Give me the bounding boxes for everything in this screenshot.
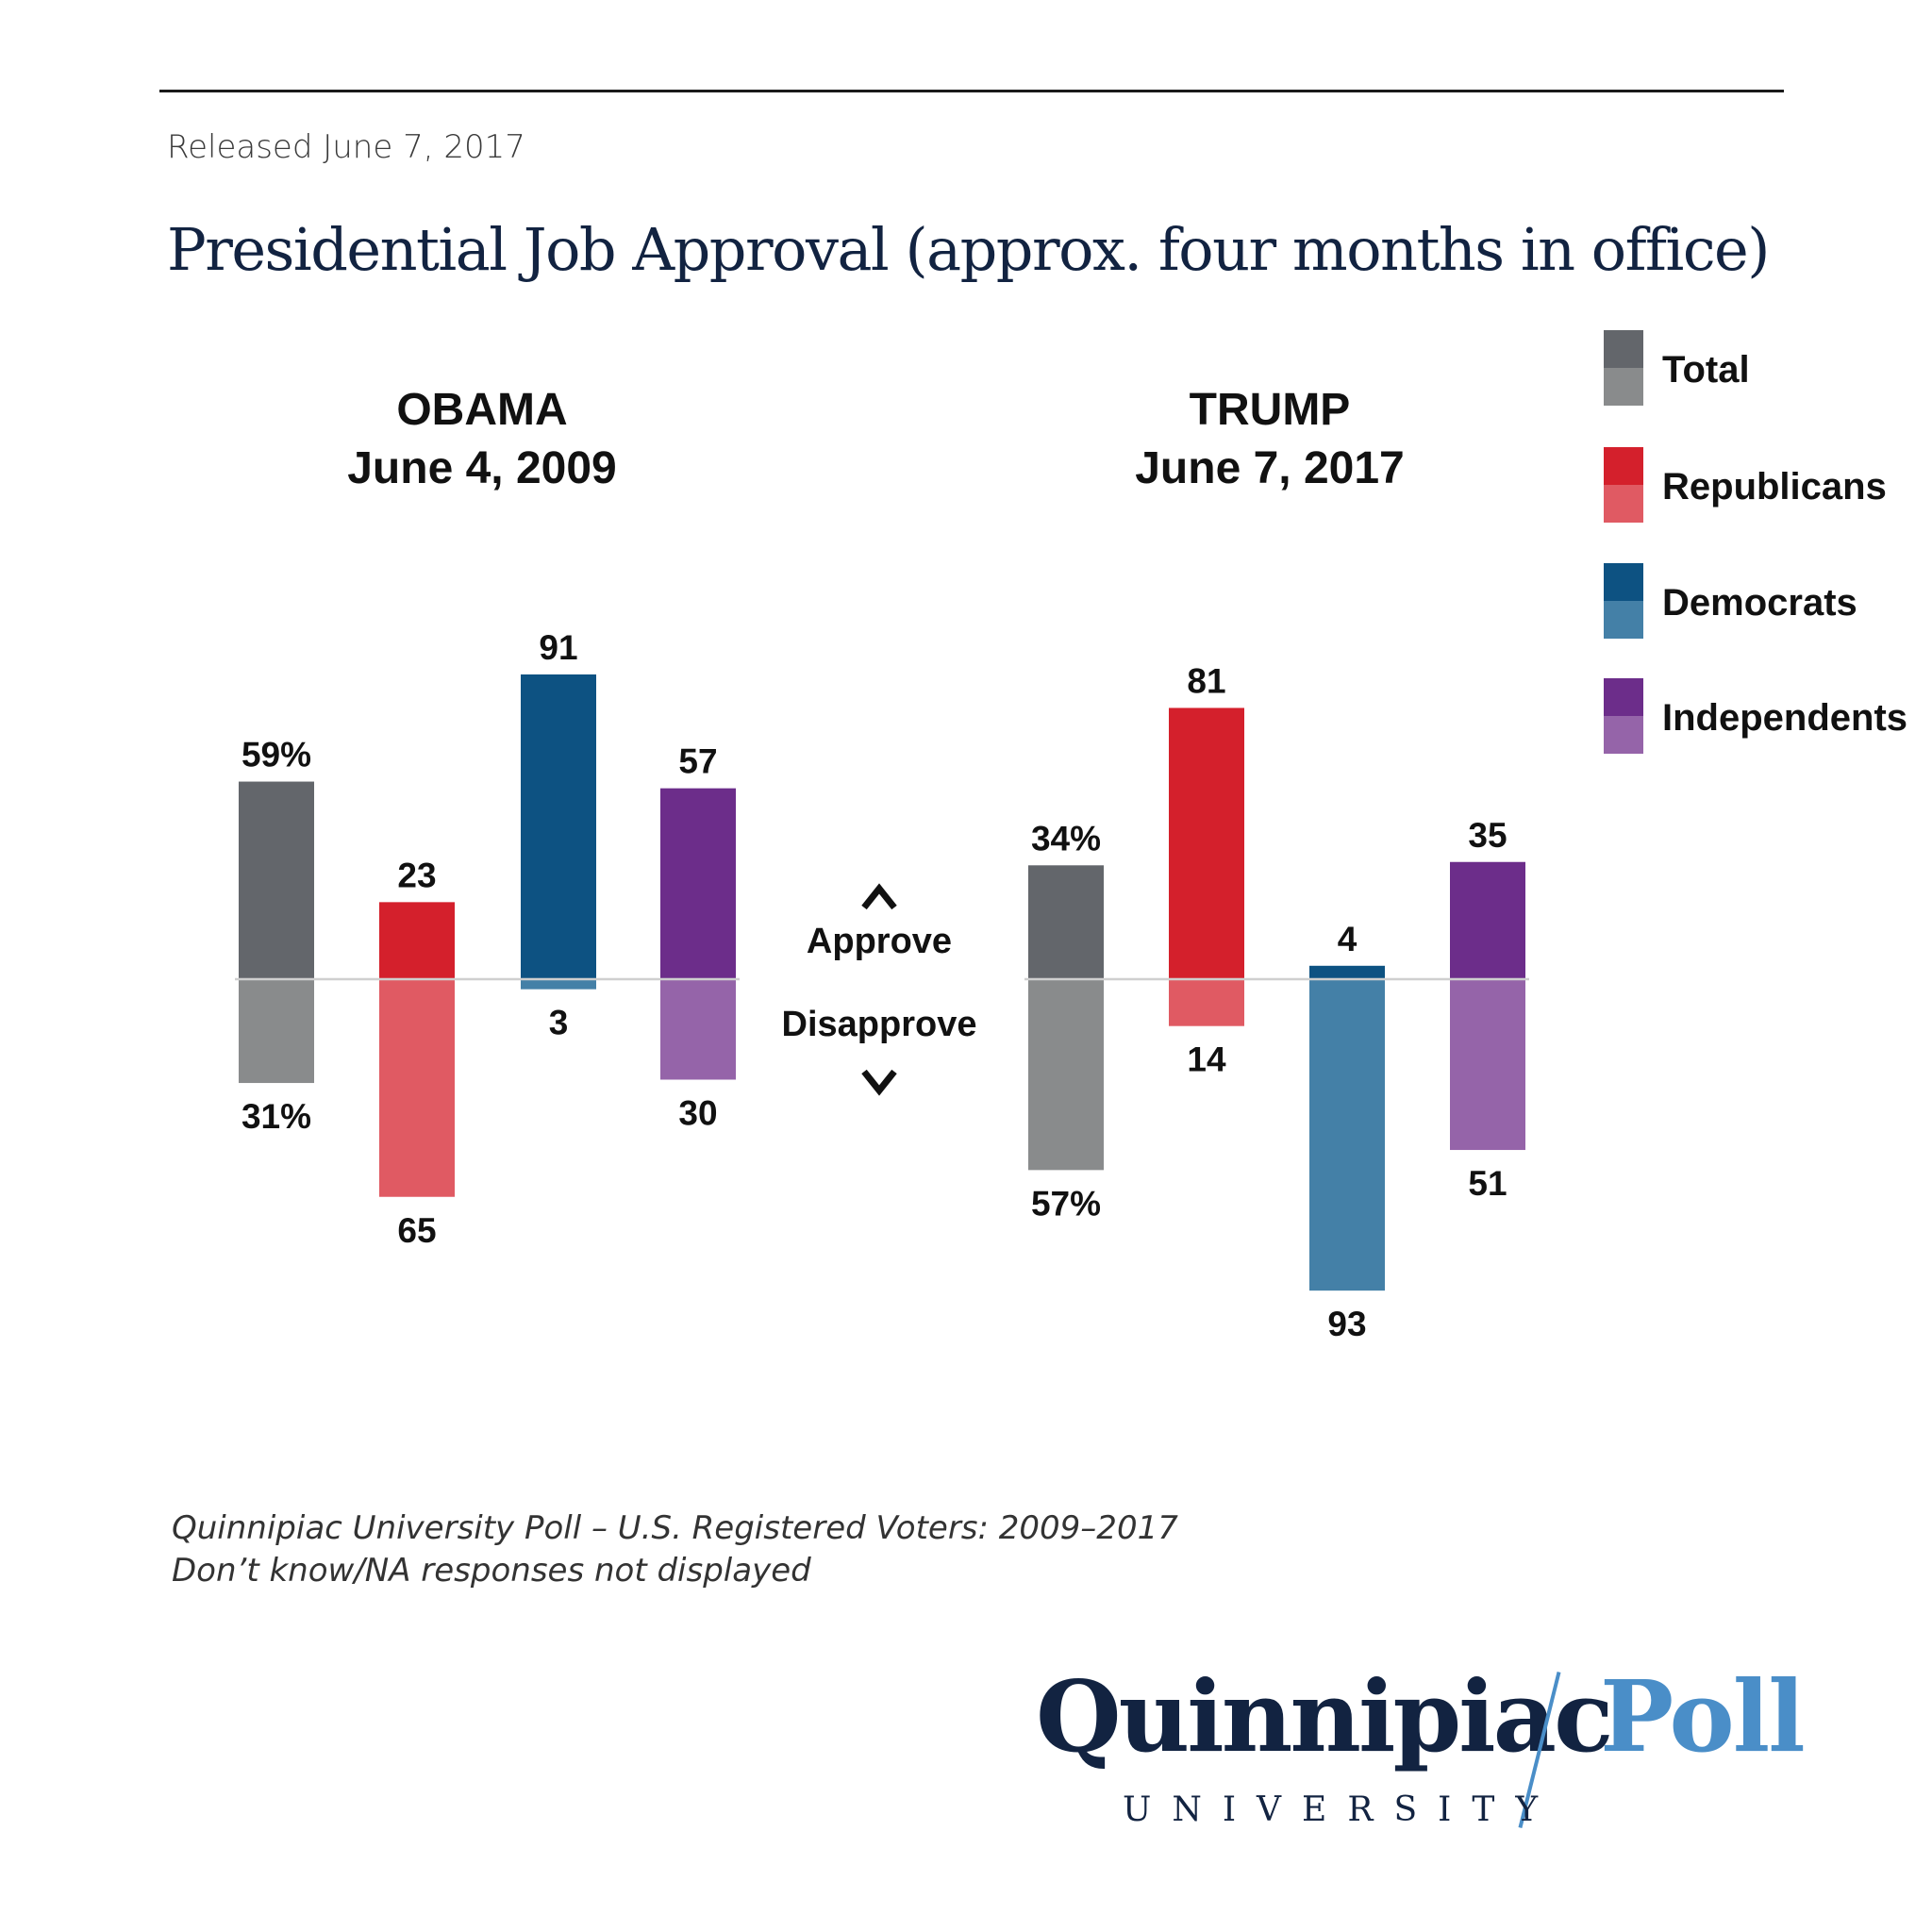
panel-date-trump: June 7, 2017: [1135, 443, 1405, 493]
panel-president-obama: OBAMA: [396, 385, 567, 435]
label-disapprove-trump-total: 57%: [1031, 1184, 1101, 1223]
approve-label: Approve: [807, 922, 952, 961]
legend-label-democrats: Democrats: [1662, 582, 1857, 624]
label-approve-trump-republicans: 81: [1187, 661, 1225, 700]
bar-approve-obama-democrats: [521, 674, 596, 979]
bar-approve-trump-democrats: [1309, 965, 1385, 979]
legend-swatch-approve-republicans: [1604, 447, 1643, 485]
footnote-source: Quinnipiac University Poll – U.S. Regist…: [172, 1509, 1178, 1547]
disapprove-label: Disapprove: [782, 1005, 977, 1044]
bar-disapprove-trump-republicans: [1169, 979, 1244, 1026]
bar-disapprove-obama-democrats: [521, 979, 596, 990]
label-disapprove-trump-democrats: 93: [1327, 1305, 1366, 1343]
bar-approve-obama-independents: [660, 788, 736, 979]
legend-label-total: Total: [1662, 349, 1750, 391]
label-disapprove-obama-total: 31%: [242, 1097, 311, 1136]
label-approve-trump-democrats: 4: [1338, 920, 1357, 958]
bar-disapprove-trump-democrats: [1309, 979, 1385, 1291]
legend-label-republicans: Republicans: [1662, 466, 1887, 508]
top-rule: [159, 90, 1784, 92]
footnote-disclaimer: Don’t know/NA responses not displayed: [172, 1552, 811, 1590]
bar-approve-trump-total: [1028, 865, 1104, 979]
legend-swatch-disapprove-democrats: [1604, 601, 1643, 639]
label-disapprove-trump-independents: 51: [1468, 1164, 1507, 1203]
bar-disapprove-trump-independents: [1450, 979, 1525, 1151]
label-approve-obama-total: 59%: [242, 736, 311, 774]
approve-arrow-icon: [861, 883, 897, 910]
footnote: Quinnipiac University Poll – U.S. Regist…: [172, 1507, 1178, 1592]
label-approve-obama-republicans: 23: [397, 856, 436, 894]
logo-poll: Poll: [1600, 1658, 1806, 1774]
panel-president-trump: TRUMP: [1190, 385, 1351, 435]
bar-approve-trump-republicans: [1169, 707, 1244, 979]
label-approve-obama-independents: 57: [678, 742, 717, 781]
panel-date-obama: June 4, 2009: [347, 443, 617, 493]
bar-disapprove-obama-total: [239, 979, 314, 1084]
legend-swatch-approve-total: [1604, 330, 1643, 368]
legend-label-independents: Independents: [1662, 697, 1907, 739]
release-date: Released June 7, 2017: [167, 128, 525, 166]
label-disapprove-obama-republicans: 65: [397, 1211, 436, 1250]
label-approve-obama-democrats: 91: [539, 628, 577, 667]
label-disapprove-trump-republicans: 14: [1187, 1040, 1226, 1079]
chart: OBAMA June 4, 2009 59% 31% 23 65 91 3 57 30 TRUMP J…: [235, 330, 1907, 1343]
legend-swatch-approve-independents: [1604, 678, 1643, 716]
legend-swatch-disapprove-independents: [1604, 716, 1643, 754]
legend-swatch-disapprove-republicans: [1604, 485, 1643, 523]
bar-approve-obama-republicans: [379, 902, 455, 979]
bar-disapprove-obama-republicans: [379, 979, 455, 1197]
legend-swatch-disapprove-total: [1604, 368, 1643, 406]
disapprove-arrow-icon: [861, 1069, 897, 1096]
chart-title: Presidential Job Approval (approx. four …: [167, 215, 1770, 284]
label-approve-trump-total: 34%: [1031, 819, 1101, 857]
logo-university: UNIVERSITY: [1123, 1790, 1559, 1829]
legend-swatch-approve-democrats: [1604, 563, 1643, 601]
label-disapprove-obama-democrats: 3: [549, 1004, 569, 1042]
bar-approve-trump-independents: [1450, 861, 1525, 979]
logo-wordmark: Quinnipiac: [1036, 1658, 1613, 1774]
label-approve-trump-independents: 35: [1468, 816, 1507, 855]
quinnipiac-poll-logo: Quinnipiac Poll UNIVERSITY: [1036, 1658, 1806, 1830]
bar-approve-obama-total: [239, 781, 314, 979]
bar-disapprove-obama-independents: [660, 979, 736, 1080]
label-disapprove-obama-independents: 30: [678, 1094, 717, 1133]
bar-disapprove-trump-total: [1028, 979, 1104, 1171]
